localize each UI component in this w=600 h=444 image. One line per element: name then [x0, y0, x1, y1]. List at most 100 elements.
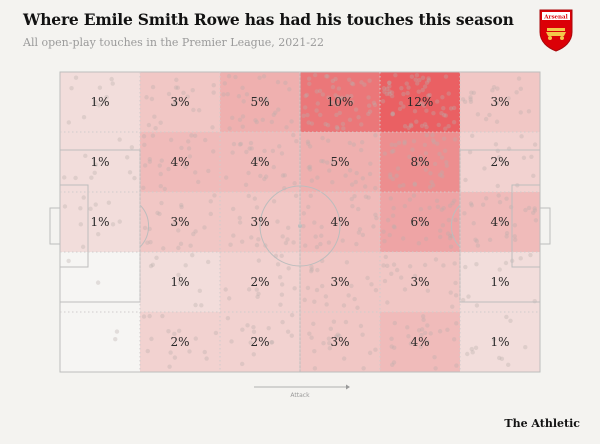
touch-dot [390, 213, 396, 218]
touch-dot [503, 260, 509, 266]
touch-dot [333, 76, 338, 82]
touch-dot [443, 113, 448, 118]
touch-dot [160, 313, 165, 319]
touch-dot [373, 287, 379, 293]
touch-dot [167, 364, 172, 369]
touch-dot [263, 174, 269, 179]
touch-dot [289, 312, 295, 318]
touch-dot [419, 332, 424, 338]
heatmap-cell-label: 6% [410, 215, 429, 229]
touch-dot [391, 205, 396, 211]
touch-dot [251, 352, 256, 357]
touch-dot [305, 139, 311, 144]
touch-dot [155, 210, 160, 216]
touch-dot [372, 102, 378, 108]
touch-dot [248, 340, 253, 345]
heatmap-cell-label: 4% [410, 335, 429, 349]
touch-dot [443, 74, 449, 79]
heatmap-cell [460, 192, 540, 252]
touch-dot [448, 233, 453, 238]
touch-dot [277, 144, 282, 149]
touch-dot [178, 241, 184, 247]
touch-dot [462, 211, 467, 216]
touch-dot [279, 151, 285, 156]
touch-dot [113, 336, 118, 342]
touch-dot [402, 203, 408, 209]
touch-dot [173, 99, 178, 104]
touch-dot [187, 154, 193, 159]
right-goal [539, 207, 551, 245]
touch-dot [240, 327, 245, 332]
touch-dot [254, 242, 260, 248]
touch-dot [353, 107, 359, 112]
touch-dot [421, 160, 427, 166]
heatmap-cell [460, 72, 540, 132]
touch-dot [127, 170, 133, 175]
touch-dot [223, 287, 228, 292]
touch-dot [416, 328, 422, 333]
touch-dot [411, 139, 417, 144]
touch-dot [412, 181, 418, 186]
touch-dot [240, 114, 246, 119]
touch-dot [334, 102, 339, 108]
touch-dot [512, 223, 518, 228]
touch-dot [410, 221, 416, 227]
touch-dot [420, 222, 425, 227]
touch-dot [422, 122, 428, 127]
touch-dot [439, 111, 444, 116]
touch-dot [367, 171, 373, 177]
touch-dot [279, 253, 284, 259]
touch-dot [391, 345, 397, 350]
touch-dot [177, 280, 183, 286]
touch-dot [523, 344, 528, 350]
heatmap-labels: 1% 3% 5% 10% 12% 3% 1% 4% 4% 5% 8% 2% 1% 3% 3% 4% 6% 4% 1%… [90, 95, 509, 349]
touch-dot [227, 126, 232, 131]
touch-dot [314, 244, 320, 250]
touch-dot [432, 355, 437, 360]
touch-dot [239, 361, 245, 367]
touch-dot [366, 111, 371, 117]
heatmap-cell [60, 192, 140, 252]
touch-dot [286, 266, 291, 271]
touch-dot [533, 218, 539, 223]
touch-dot [93, 202, 98, 207]
touch-dot [289, 333, 294, 338]
touch-dot [264, 96, 269, 102]
touch-dot [349, 99, 355, 105]
touch-dot [327, 345, 333, 351]
touch-dot [230, 150, 235, 155]
touch-dot [247, 146, 252, 151]
touch-dot [392, 225, 397, 230]
touch-dot [468, 201, 474, 206]
touch-dot [337, 96, 343, 102]
touch-dot [504, 231, 510, 236]
touch-dot [306, 76, 312, 81]
touch-dot [433, 366, 438, 371]
touch-dot [352, 296, 357, 302]
heatmap-cell [140, 312, 220, 372]
touch-dot [424, 124, 429, 130]
touch-dot [407, 154, 412, 160]
touch-dot [426, 76, 431, 81]
touch-dot [373, 212, 378, 218]
touch-dot [320, 92, 326, 97]
touch-dot [262, 176, 267, 182]
touch-dot [453, 293, 459, 298]
touch-dot [506, 96, 511, 101]
touch-dot [179, 202, 184, 208]
touch-dot [349, 81, 354, 86]
touch-dot [341, 356, 347, 361]
touch-dot [421, 103, 427, 108]
touch-dot [142, 225, 148, 231]
touch-dot [431, 110, 436, 116]
touch-dot [419, 327, 425, 332]
touch-dot [453, 217, 458, 223]
touch-dot [285, 329, 291, 334]
touch-dot [188, 243, 193, 248]
touch-dot [225, 92, 230, 97]
touch-dot [303, 243, 308, 248]
touch-dot [363, 194, 369, 199]
touch-dot [254, 205, 260, 210]
touch-dot [152, 114, 157, 119]
heatmap-cell-label: 4% [490, 215, 509, 229]
